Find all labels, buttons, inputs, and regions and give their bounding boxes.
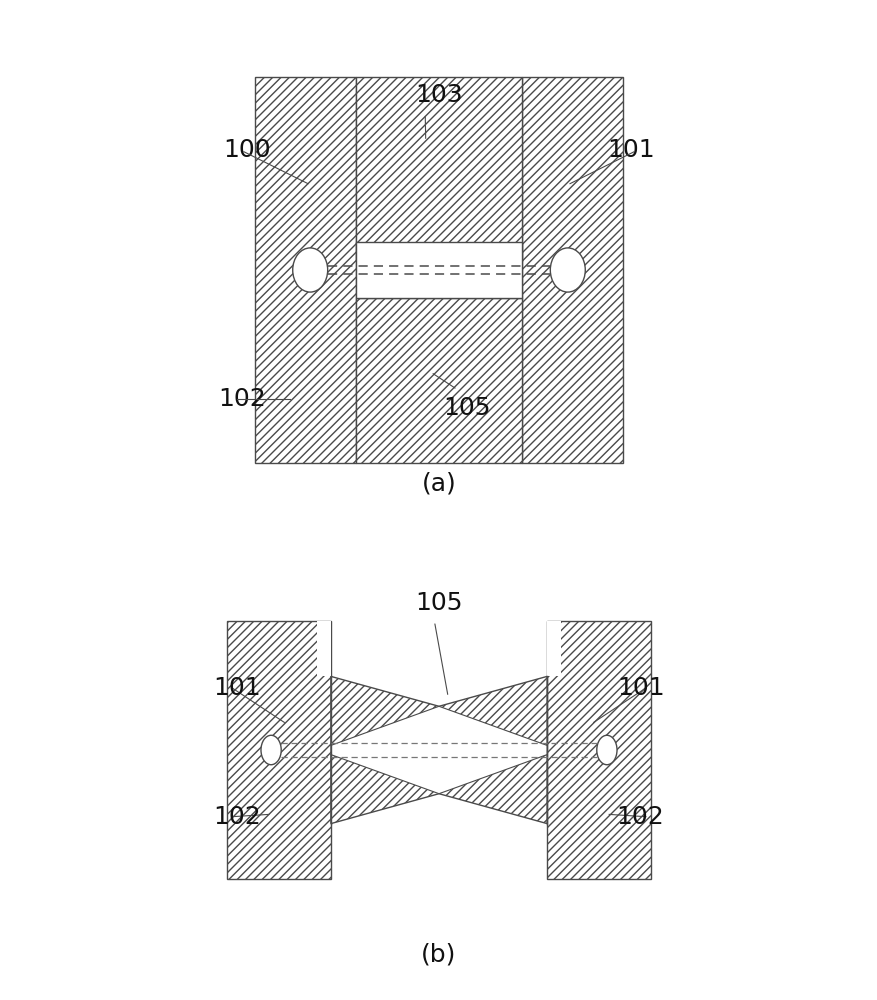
Polygon shape [227, 621, 331, 879]
Text: 102: 102 [213, 805, 261, 829]
Ellipse shape [292, 248, 327, 292]
Text: 105: 105 [442, 396, 489, 420]
Polygon shape [546, 621, 650, 879]
Text: 100: 100 [223, 138, 270, 162]
Text: 102: 102 [218, 387, 266, 411]
Text: 101: 101 [607, 138, 654, 162]
Text: 103: 103 [415, 83, 462, 107]
Text: (a): (a) [421, 471, 456, 495]
Polygon shape [331, 750, 546, 824]
Text: 101: 101 [616, 676, 664, 700]
Text: (b): (b) [421, 942, 456, 966]
Text: 102: 102 [616, 805, 664, 829]
Bar [317, 621, 331, 676]
Bar [546, 621, 560, 676]
Ellipse shape [596, 735, 617, 765]
Ellipse shape [550, 248, 585, 292]
Polygon shape [356, 298, 521, 463]
Polygon shape [254, 77, 356, 463]
Polygon shape [521, 77, 623, 463]
Text: 101: 101 [213, 676, 261, 700]
Bar [356, 242, 521, 298]
Polygon shape [356, 77, 521, 261]
Polygon shape [331, 706, 546, 794]
Polygon shape [331, 676, 546, 750]
Text: 105: 105 [415, 591, 462, 615]
Ellipse shape [260, 735, 281, 765]
